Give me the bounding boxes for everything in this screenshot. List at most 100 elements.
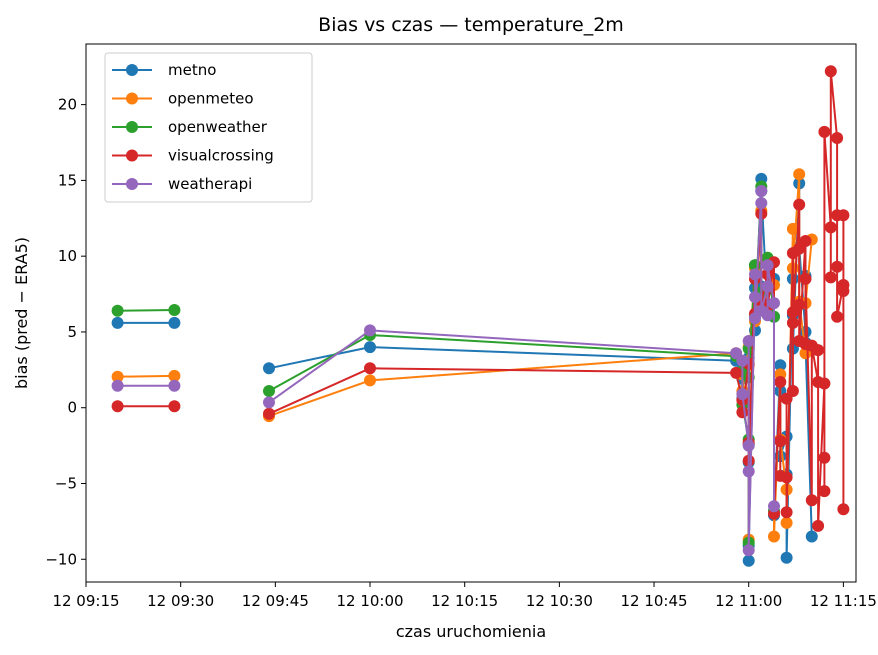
- data-point: [755, 197, 768, 210]
- data-point: [774, 376, 787, 388]
- data-point: [761, 259, 774, 272]
- legend-item-visualcrossing: visualcrossing: [112, 147, 274, 165]
- data-point: [818, 485, 831, 498]
- data-point: [805, 494, 818, 507]
- y-tick-label: 10: [58, 247, 77, 265]
- data-point: [749, 291, 761, 304]
- data-point: [818, 125, 831, 138]
- data-point: [742, 554, 755, 567]
- y-axis: −10 −5 0 5 10 15 20: [45, 96, 86, 568]
- data-point: [768, 530, 780, 543]
- data-point: [263, 407, 275, 420]
- x-axis-label: czas uruchomienia: [396, 622, 546, 641]
- series-line: [117, 374, 175, 378]
- data-point: [761, 309, 774, 322]
- data-point: [742, 335, 755, 347]
- data-point: [799, 272, 812, 285]
- data-point: [168, 379, 181, 392]
- data-point: [793, 198, 806, 211]
- data-point: [818, 377, 831, 390]
- data-point: [768, 297, 780, 310]
- legend-swatch-marker: [126, 121, 138, 133]
- data-point: [364, 324, 376, 337]
- data-point: [824, 221, 837, 234]
- legend-item-weatherapi: weatherapi: [112, 175, 252, 193]
- chart-title: Bias vs czas — temperature_2m: [318, 14, 624, 36]
- data-point: [780, 516, 793, 529]
- y-axis-label: bias (pred − ERA5): [12, 237, 31, 389]
- data-point: [168, 369, 181, 382]
- legend-label: visualcrossing: [168, 147, 274, 165]
- data-point: [774, 359, 787, 372]
- y-tick-label: 15: [58, 171, 77, 189]
- legend-label: weatherapi: [168, 175, 252, 193]
- x-tick-label: 12 10:45: [620, 592, 687, 610]
- legend: metno openmeteo openweather visualcrossing w…: [104, 52, 313, 203]
- x-tick-label: 12 11:15: [810, 592, 877, 610]
- data-point: [780, 551, 793, 564]
- data-point: [786, 222, 799, 235]
- data-point: [364, 362, 376, 375]
- data-point: [761, 280, 774, 293]
- plot-frame: [85, 43, 857, 583]
- legend-label: metno: [168, 61, 216, 79]
- data-point: [837, 209, 850, 222]
- y-tick-label: −10: [45, 550, 77, 568]
- data-point: [736, 354, 749, 367]
- data-point: [111, 400, 124, 413]
- data-point: [812, 519, 825, 532]
- x-tick-label: 12 11:00: [715, 592, 782, 610]
- data-point: [786, 385, 799, 397]
- data-point: [168, 316, 181, 329]
- data-point: [818, 451, 831, 464]
- legend-item-openmeteo: openmeteo: [112, 90, 254, 108]
- y-tick-label: 5: [67, 323, 77, 341]
- x-tick-label: 12 10:00: [336, 592, 403, 610]
- data-point: [824, 271, 837, 284]
- data-point: [755, 185, 768, 197]
- data-point: [831, 132, 844, 144]
- data-point: [263, 396, 275, 409]
- data-point: [111, 304, 124, 317]
- data-point: [263, 362, 275, 375]
- data-point: [168, 400, 181, 413]
- y-tick-label: −5: [55, 474, 77, 492]
- data-point: [831, 310, 844, 323]
- data-point: [831, 260, 844, 273]
- data-point: [774, 435, 787, 448]
- data-point: [364, 374, 376, 387]
- data-point: [736, 388, 749, 401]
- x-tick-label: 12 09:15: [52, 592, 119, 610]
- legend-label: openweather: [168, 118, 268, 136]
- x-tick-label: 12 09:30: [147, 592, 214, 610]
- data-point: [812, 344, 825, 357]
- data-point: [793, 298, 806, 311]
- data-point: [768, 500, 780, 513]
- series-weatherapi: [111, 185, 780, 557]
- data-point: [111, 370, 124, 383]
- legend-label: openmeteo: [168, 90, 254, 108]
- data-point: [749, 268, 761, 281]
- series-layer: [111, 65, 850, 567]
- data-point: [780, 506, 793, 519]
- legend-swatch-marker: [126, 92, 138, 105]
- data-point: [786, 316, 799, 329]
- x-tick-label: 12 10:30: [526, 592, 593, 610]
- data-point: [742, 544, 755, 557]
- legend-item-metno: metno: [112, 61, 216, 79]
- legend-swatch-marker: [126, 178, 138, 190]
- data-point: [111, 316, 124, 329]
- series-line: [117, 309, 175, 312]
- y-tick-label: 0: [67, 399, 77, 417]
- data-point: [263, 385, 275, 397]
- data-point: [799, 235, 812, 247]
- data-point: [837, 503, 850, 516]
- data-point: [736, 406, 749, 419]
- data-point: [168, 304, 181, 316]
- data-point: [805, 530, 818, 543]
- data-point: [730, 366, 743, 379]
- x-tick-label: 12 09:45: [242, 592, 309, 610]
- x-axis: 12 09:15 12 09:30 12 09:45 12 10:00 12 10:15…: [52, 582, 877, 610]
- data-point: [742, 439, 755, 452]
